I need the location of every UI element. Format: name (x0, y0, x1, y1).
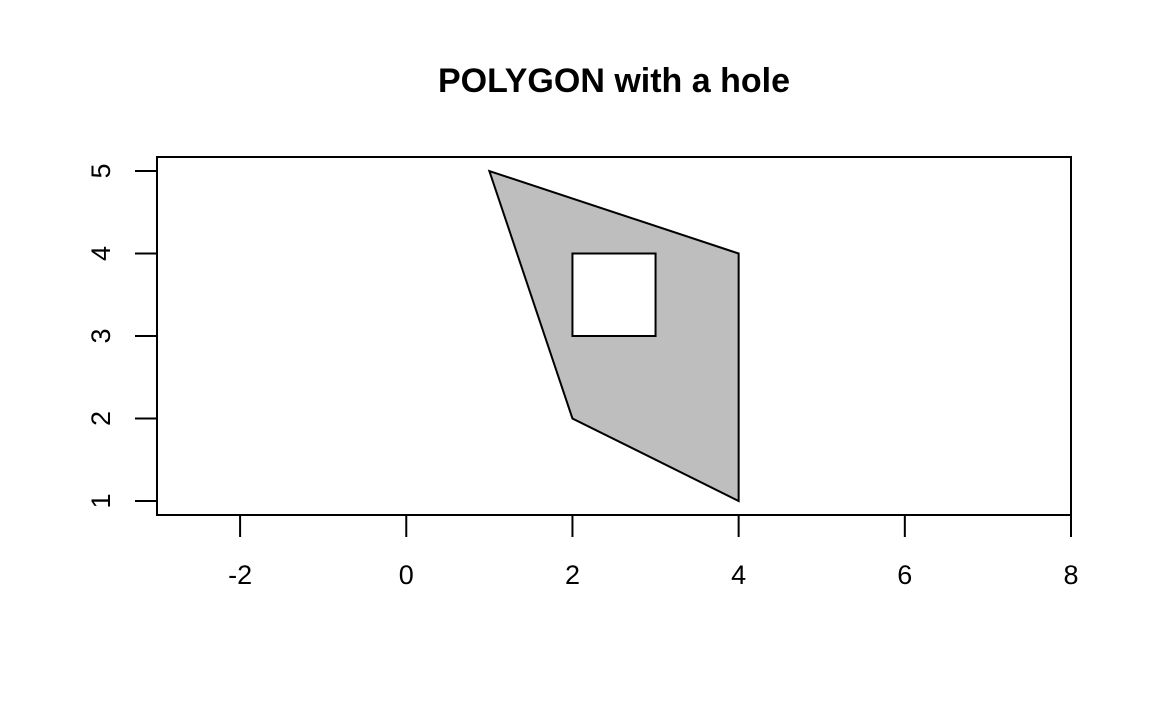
x-tick-label: 0 (399, 560, 414, 590)
y-tick-label: 1 (86, 493, 116, 508)
shapes-layer (487, 169, 740, 503)
y-tick-label: 4 (86, 246, 116, 261)
y-axis: 1 2 3 4 5 (86, 164, 158, 508)
y-tick-label: 5 (86, 164, 116, 179)
x-axis: -2 0 2 4 6 8 (228, 514, 1079, 590)
x-tick-label: 6 (897, 560, 912, 590)
x-tick-label: 2 (565, 560, 580, 590)
x-tick-label: 8 (1063, 560, 1078, 590)
x-tick-label: 4 (731, 560, 746, 590)
x-tick-label: -2 (228, 560, 252, 590)
y-tick-label: 3 (86, 328, 116, 343)
polygon-shape-0 (487, 169, 740, 503)
y-tick-label: 2 (86, 411, 116, 426)
chart-title: POLYGON with a hole (438, 62, 790, 100)
